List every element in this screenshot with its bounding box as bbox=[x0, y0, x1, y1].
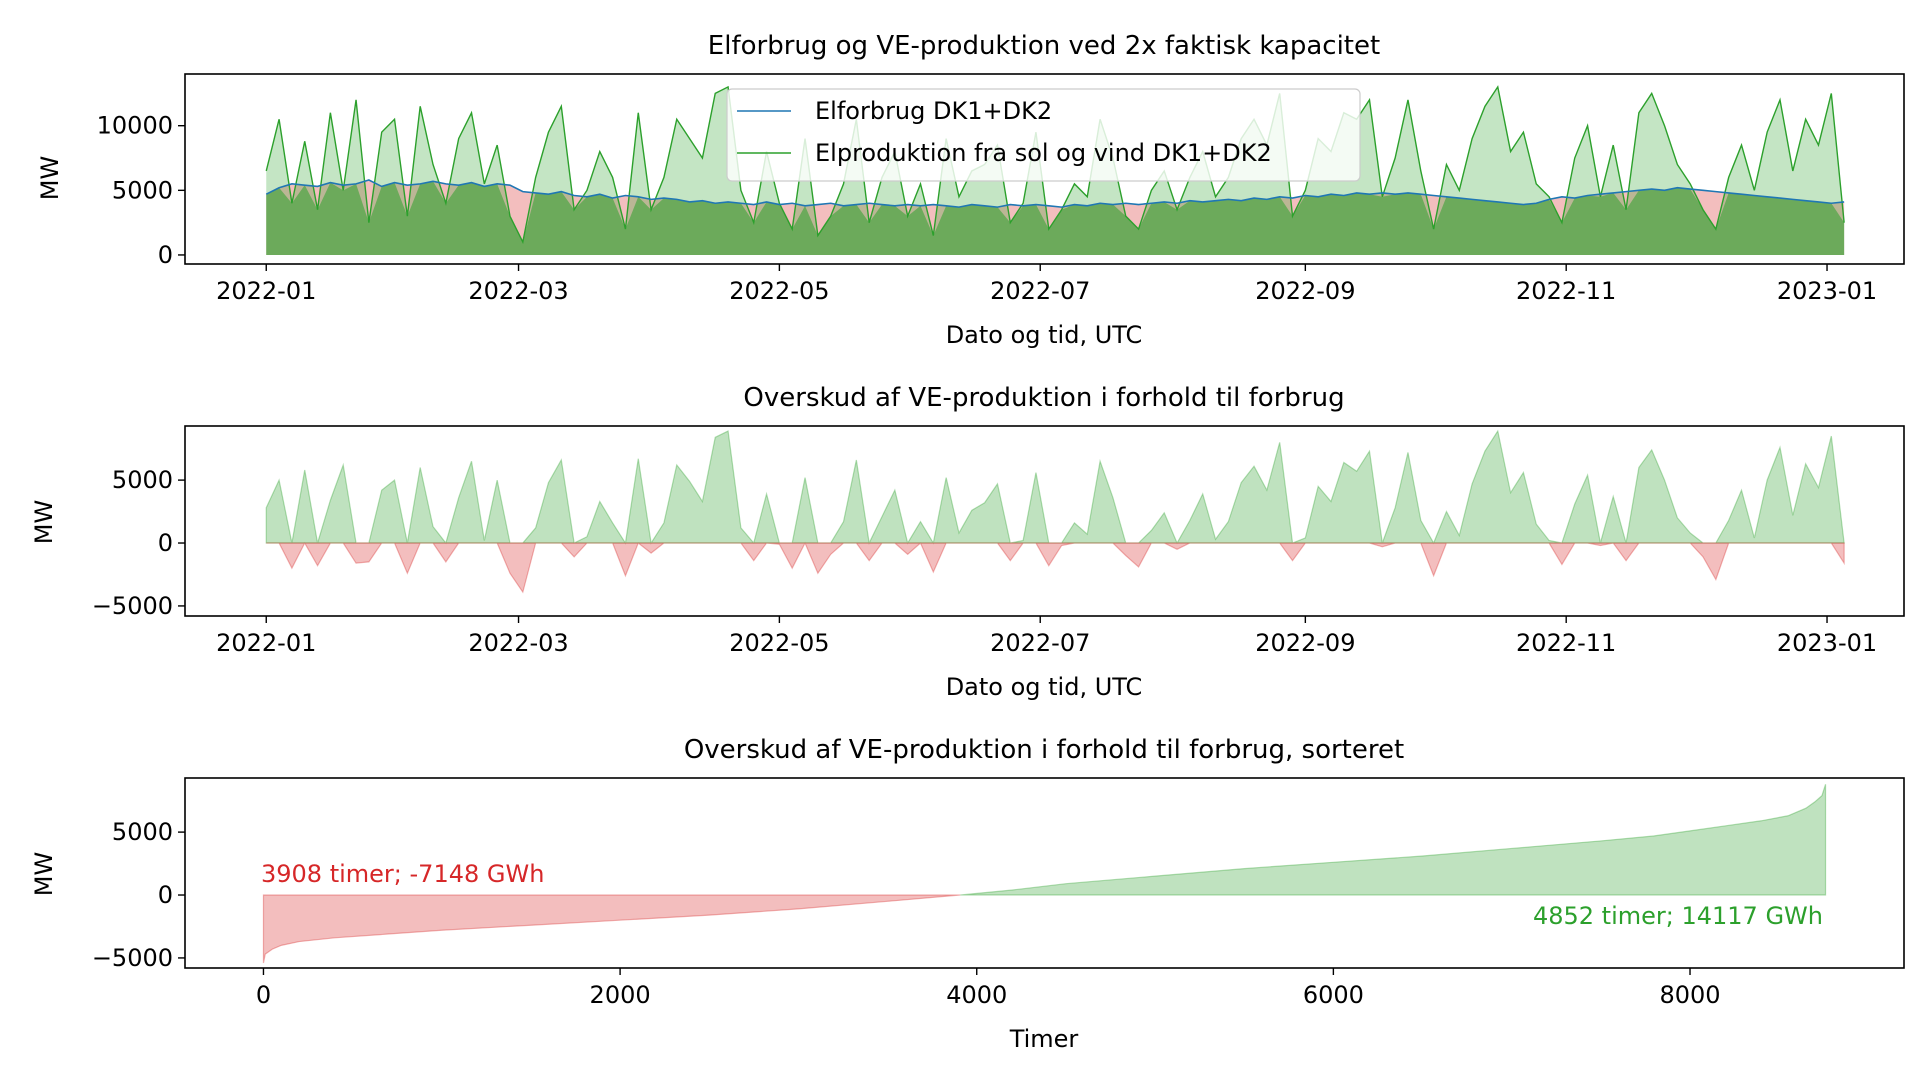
x-tick-label: 2000 bbox=[590, 981, 651, 1009]
chart-1-title: Elforbrug og VE-produktion ved 2x faktis… bbox=[708, 31, 1380, 61]
y-tick-label: −5000 bbox=[92, 592, 173, 620]
chart-2-axes: 2022-01 2022-03 2022-05 2022-07 2022-09 2022-… bbox=[92, 466, 1877, 657]
annotation-deficit: 3908 timer; -7148 GWh bbox=[261, 860, 544, 888]
x-tick-label: 2023-01 bbox=[1777, 277, 1877, 305]
deficit-area bbox=[266, 541, 1845, 594]
x-tick-label: 2023-01 bbox=[1777, 629, 1877, 657]
x-tick-label: 2022-05 bbox=[729, 629, 829, 657]
chart-3-axes: 0 2000 4000 6000 8000 −5000 0 5000 bbox=[92, 818, 1721, 1009]
x-tick-label: 2022-03 bbox=[468, 629, 568, 657]
x-tick-label: 2022-11 bbox=[1516, 277, 1616, 305]
y-tick-label: 0 bbox=[158, 881, 173, 909]
chart-1-frame bbox=[184, 73, 1905, 265]
chart-3-title: Overskud af VE-produktion i forhold til … bbox=[684, 735, 1404, 765]
x-tick-label: 2022-07 bbox=[990, 277, 1090, 305]
x-tick-label: 2022-09 bbox=[1255, 277, 1355, 305]
annotation-surplus: 4852 timer; 14117 GWh bbox=[1533, 902, 1823, 930]
y-tick-label: 5000 bbox=[112, 176, 173, 204]
y-tick-label: 5000 bbox=[112, 818, 173, 846]
chart-3-frame bbox=[184, 777, 1905, 969]
chart-3-x-label: Timer bbox=[1009, 1025, 1079, 1053]
chart-2-y-label: MW bbox=[30, 500, 58, 544]
x-tick-label: 2022-01 bbox=[216, 629, 316, 657]
production-area bbox=[266, 86, 1845, 255]
production-covered-area bbox=[266, 181, 1845, 255]
x-tick-label: 2022-07 bbox=[990, 629, 1090, 657]
chart-panel-1: Elforbrug og VE-produktion ved 2x faktis… bbox=[36, 31, 1905, 349]
chart-1-y-label: MW bbox=[36, 156, 64, 200]
x-tick-label: 6000 bbox=[1303, 981, 1364, 1009]
chart-1-x-label: Dato og tid, UTC bbox=[946, 321, 1143, 349]
x-tick-label: 2022-01 bbox=[216, 277, 316, 305]
y-tick-label: −5000 bbox=[92, 944, 173, 972]
y-tick-label: 0 bbox=[158, 529, 173, 557]
x-tick-label: 2022-11 bbox=[1516, 629, 1616, 657]
chart-2-title: Overskud af VE-produktion i forhold til … bbox=[743, 383, 1344, 413]
chart-2-plot bbox=[265, 429, 1845, 594]
series-line-consumption bbox=[265, 179, 1845, 208]
legend-label-consumption: Elforbrug DK1+DK2 bbox=[815, 97, 1052, 125]
chart-panel-2: Overskud af VE-produktion i forhold til … bbox=[30, 383, 1905, 701]
legend-box bbox=[726, 88, 1361, 182]
chart-1-plot bbox=[265, 85, 1845, 255]
x-tick-label: 0 bbox=[256, 981, 271, 1009]
sorted-deficit-area bbox=[262, 894, 961, 964]
chart-1-axes: 2022-01 2022-03 2022-05 2022-07 2022-09 2022-… bbox=[97, 112, 1878, 305]
y-tick-label: 5000 bbox=[112, 466, 173, 494]
x-tick-label: 8000 bbox=[1659, 981, 1720, 1009]
x-tick-label: 4000 bbox=[946, 981, 1007, 1009]
chart-2-frame bbox=[184, 425, 1905, 617]
surplus-area bbox=[265, 429, 1845, 546]
chart-2-x-label: Dato og tid, UTC bbox=[946, 673, 1143, 701]
chart-panel-3: Overskud af VE-produktion i forhold til … bbox=[30, 735, 1905, 1053]
x-tick-label: 2022-03 bbox=[468, 277, 568, 305]
chart-3-y-label: MW bbox=[30, 852, 58, 896]
y-tick-label: 0 bbox=[158, 241, 173, 269]
x-tick-label: 2022-09 bbox=[1255, 629, 1355, 657]
chart-3-plot bbox=[262, 784, 1827, 964]
legend-label-production: Elproduktion fra sol og vind DK1+DK2 bbox=[815, 139, 1272, 167]
sorted-surplus-area bbox=[960, 784, 1827, 896]
chart-1-legend: Elforbrug DK1+DK2 Elproduktion fra sol o… bbox=[726, 88, 1361, 182]
series-line-production bbox=[265, 85, 1845, 245]
y-tick-label: 10000 bbox=[97, 112, 173, 140]
x-tick-label: 2022-05 bbox=[729, 277, 829, 305]
